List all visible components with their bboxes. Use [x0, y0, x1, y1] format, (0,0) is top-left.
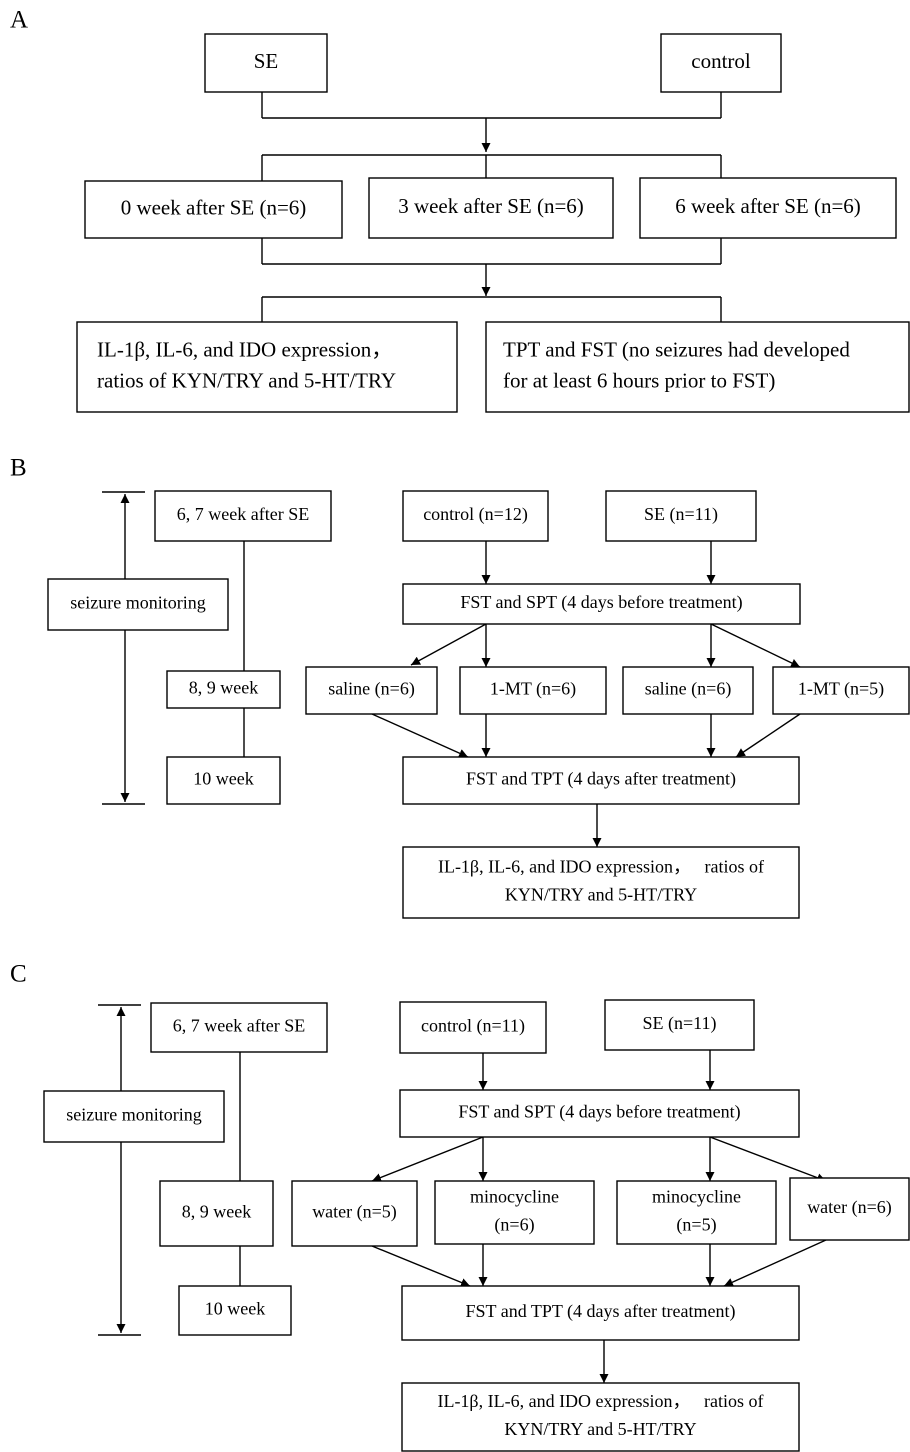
- node-text: FST and TPT (4 days after treatment): [466, 769, 736, 790]
- node-text: 8, 9 week: [182, 1202, 251, 1222]
- arrow: [723, 1239, 827, 1287]
- node-text: 3 week after SE (n=6): [398, 194, 584, 218]
- panel-label: B: [10, 455, 27, 482]
- node-box: [399, 1001, 547, 1054]
- node-box: [204, 33, 328, 93]
- node-text: SE: [254, 49, 279, 73]
- node-box: [605, 490, 757, 542]
- node-text: saline (n=6): [645, 679, 732, 700]
- node-box: [459, 666, 607, 715]
- node-box: [402, 756, 800, 805]
- node-text: FST and TPT (4 days after treatment): [466, 1301, 736, 1322]
- node-text: water (n=6): [807, 1197, 892, 1218]
- node-box: [604, 999, 755, 1051]
- node-box: [368, 177, 614, 239]
- node-box: [291, 1180, 418, 1247]
- node-text: for at least 6 hours prior to FST): [503, 368, 775, 392]
- node-text: TPT and FST (no seizures had developed: [503, 337, 850, 361]
- node-box: [76, 321, 458, 413]
- node-box: [305, 666, 438, 715]
- node-text: water (n=5): [312, 1202, 397, 1223]
- node-text: FST and SPT (4 days before treatment): [458, 1102, 740, 1123]
- node-box: [485, 321, 910, 413]
- node-text: 8, 9 week: [189, 678, 258, 698]
- arrow: [735, 713, 801, 758]
- node-box: [166, 756, 281, 805]
- node-box: [43, 1090, 225, 1143]
- node-box: [401, 1285, 800, 1341]
- node-text: IL-1β, IL-6, and IDO expression， ratios …: [437, 1391, 763, 1411]
- node-text: 6 week after SE (n=6): [675, 194, 861, 218]
- node-text: 6, 7 week after SE: [177, 504, 309, 524]
- node-box: [402, 490, 549, 542]
- node-box: [402, 846, 800, 919]
- node-box: [154, 490, 332, 542]
- node-box: [178, 1285, 292, 1336]
- node-box: [789, 1177, 910, 1241]
- arrow: [410, 623, 487, 666]
- node-text: 1-MT (n=5): [798, 679, 884, 700]
- node-box: [434, 1180, 595, 1245]
- node-text: 6, 7 week after SE: [173, 1016, 305, 1036]
- node-text: minocycline: [470, 1187, 559, 1207]
- node-text: control (n=12): [423, 504, 528, 525]
- node-box: [772, 666, 910, 715]
- node-text: control (n=11): [421, 1016, 525, 1037]
- node-text: FST and SPT (4 days before treatment): [460, 592, 742, 613]
- node-text: seizure monitoring: [66, 1105, 201, 1125]
- node-box: [159, 1180, 274, 1247]
- node-text: SE (n=11): [644, 504, 718, 525]
- node-box: [84, 180, 343, 239]
- node-text: SE (n=11): [643, 1013, 717, 1034]
- panel-label: A: [10, 7, 28, 34]
- node-text: ratios of KYN/TRY and 5-HT/TRY: [97, 368, 396, 392]
- node-text: IL-1β, IL-6, and IDO expression，: [97, 337, 392, 361]
- node-text: 1-MT (n=6): [490, 679, 576, 700]
- node-text: 10 week: [205, 1299, 265, 1319]
- node-box: [402, 583, 801, 625]
- node-text: KYN/TRY and 5-HT/TRY: [504, 1419, 696, 1439]
- node-box: [660, 33, 782, 93]
- arrow: [371, 713, 469, 758]
- node-text: 10 week: [193, 769, 253, 789]
- panel-label: C: [10, 961, 27, 988]
- node-text: IL-1β, IL-6, and IDO expression， ratios …: [438, 857, 764, 877]
- arrow: [709, 1136, 827, 1183]
- node-box: [150, 1002, 328, 1053]
- node-text: control: [691, 49, 751, 73]
- node-box: [47, 578, 229, 631]
- arrow: [371, 1245, 471, 1287]
- node-text: (n=6): [494, 1215, 534, 1236]
- node-box: [399, 1089, 800, 1138]
- node-text: saline (n=6): [328, 679, 415, 700]
- node-box: [639, 177, 897, 239]
- node-text: minocycline: [652, 1187, 741, 1207]
- node-text: KYN/TRY and 5-HT/TRY: [505, 885, 697, 905]
- node-text: seizure monitoring: [70, 593, 205, 613]
- arrow: [710, 623, 801, 668]
- arrow: [371, 1136, 484, 1182]
- node-text: (n=5): [676, 1215, 716, 1236]
- node-box: [401, 1382, 800, 1452]
- node-text: 0 week after SE (n=6): [121, 195, 307, 219]
- node-box: [616, 1180, 777, 1245]
- node-box: [166, 670, 281, 709]
- node-box: [622, 666, 754, 715]
